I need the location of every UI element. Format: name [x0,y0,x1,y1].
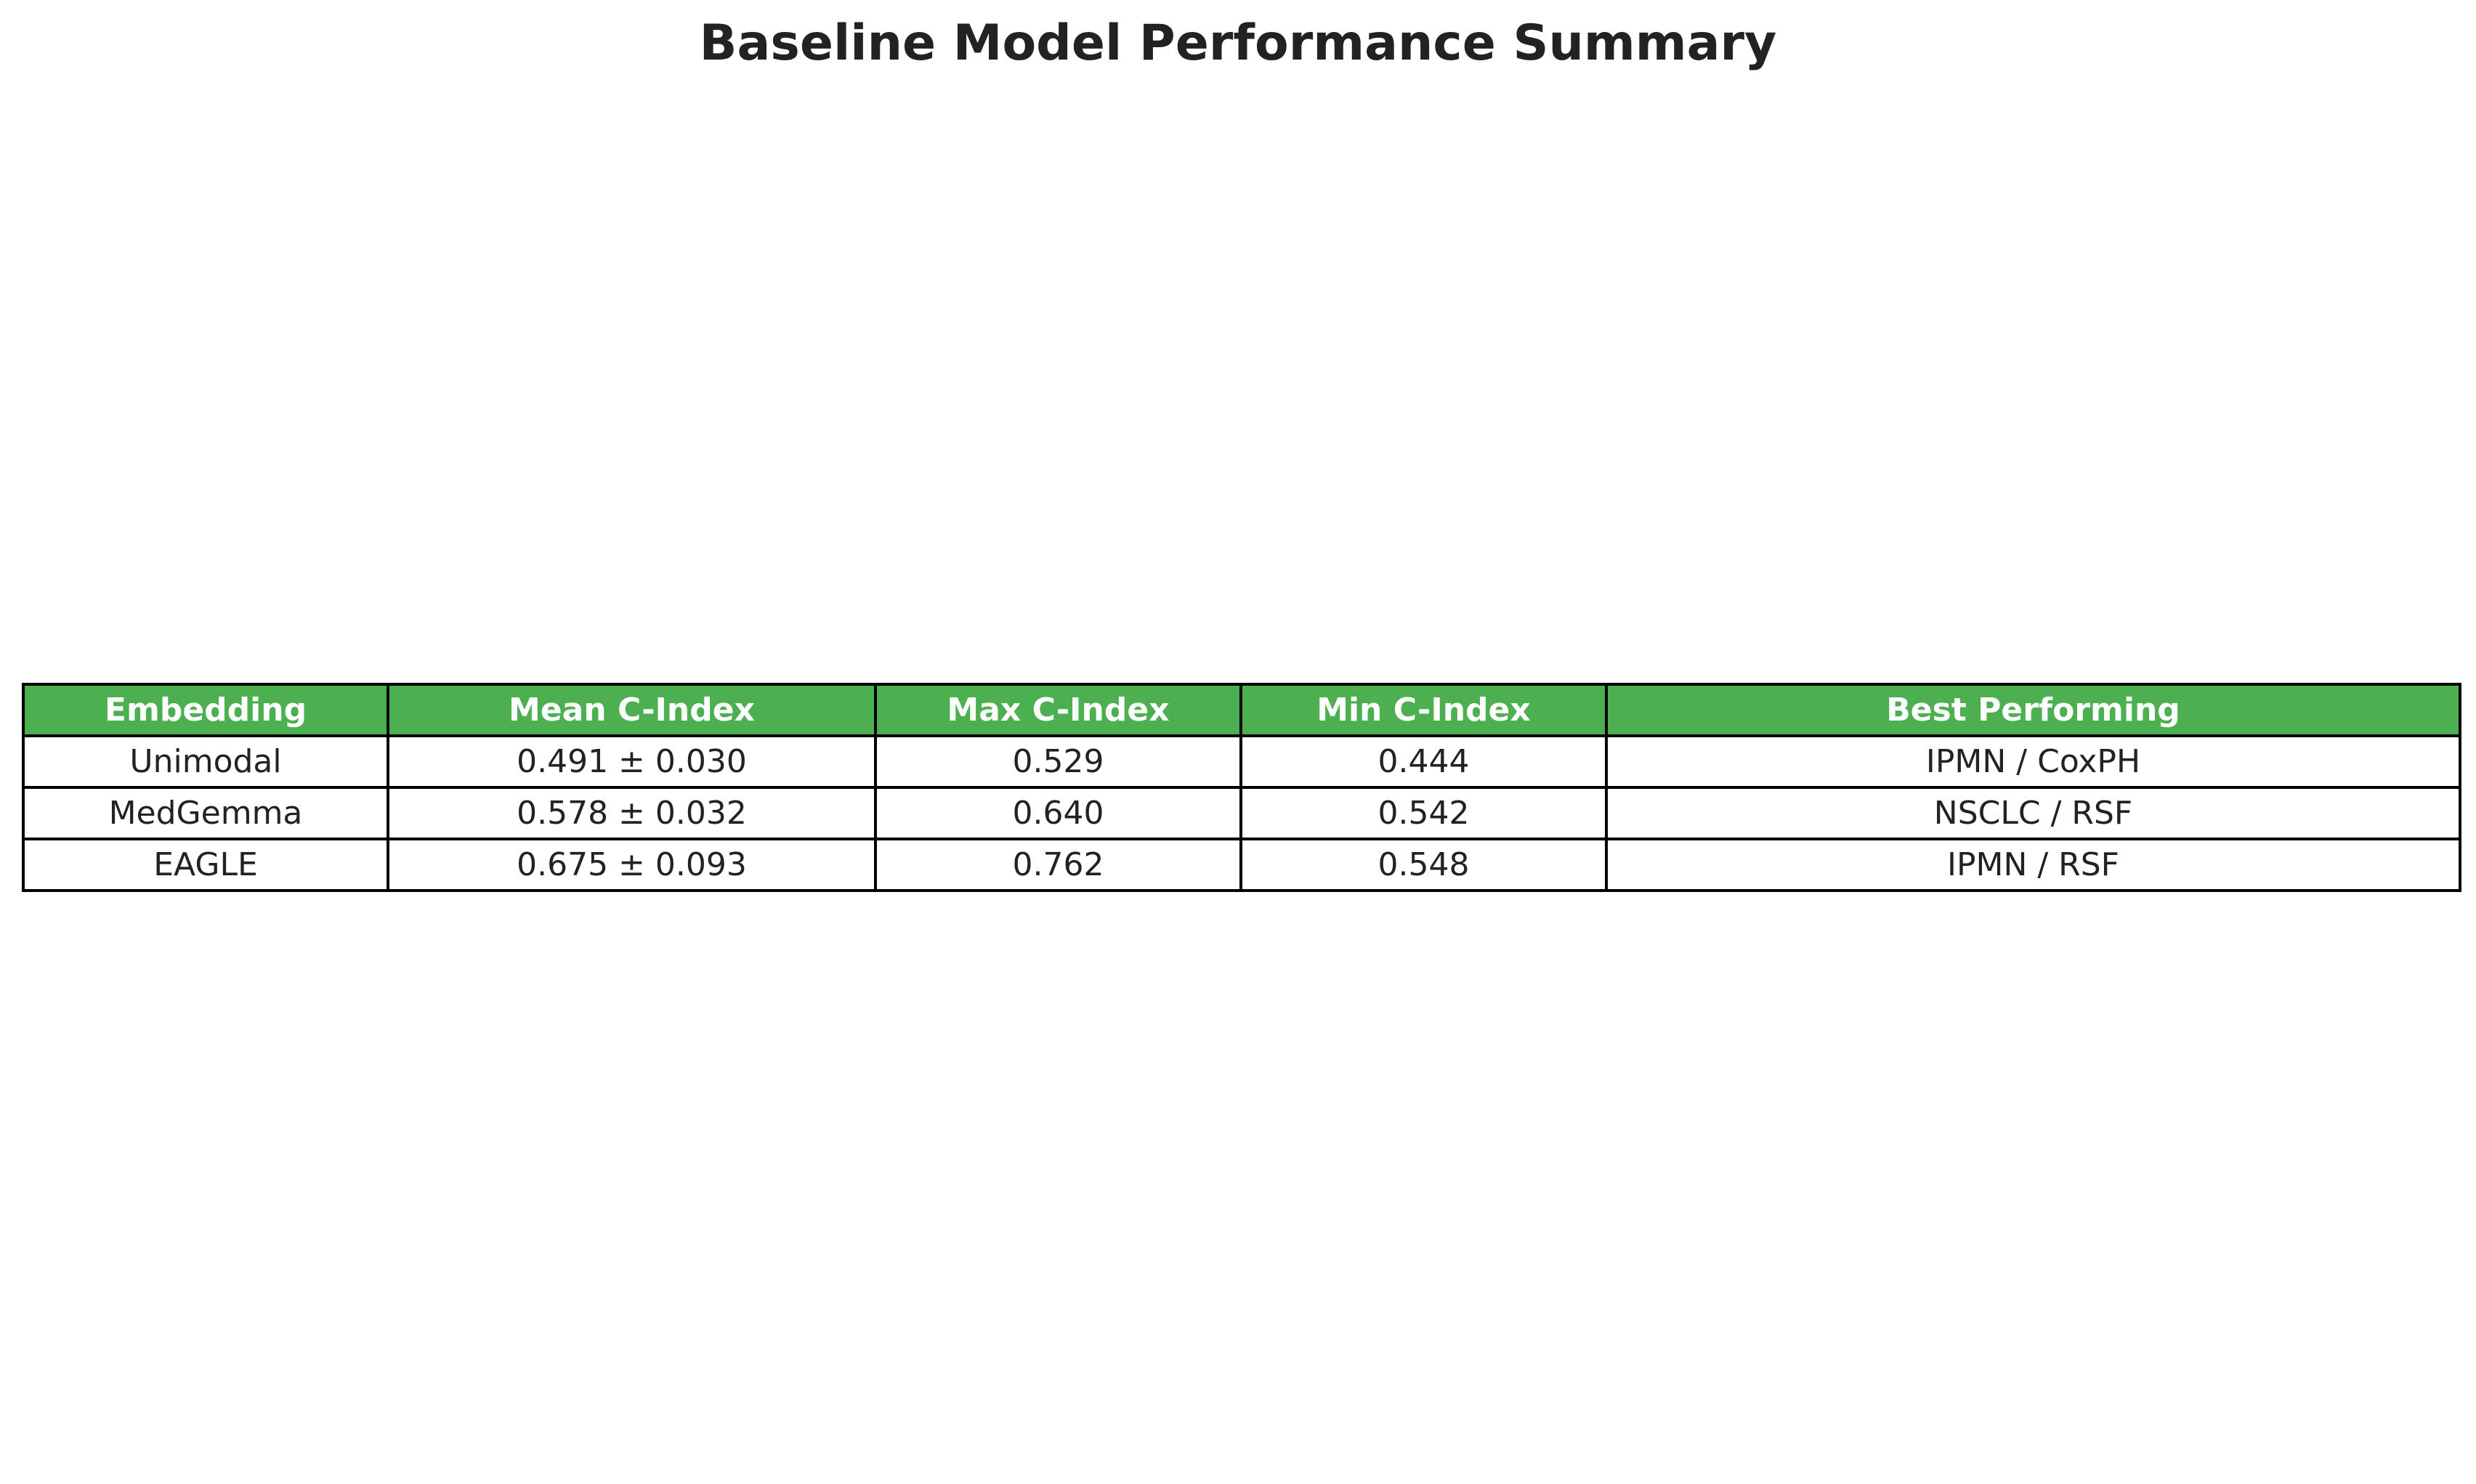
header-min-c-index: Min C-Index [1239,683,1608,737]
cell-embedding: EAGLE [22,838,389,892]
cell-mean-c-index: 0.491 ± 0.030 [387,734,877,789]
cell-best-performing: NSCLC / RSF [1605,786,2461,840]
cell-best-performing: IPMN / RSF [1605,838,2461,892]
cell-mean-c-index: 0.675 ± 0.093 [387,838,877,892]
cell-min-c-index: 0.444 [1239,734,1608,789]
cell-min-c-index: 0.542 [1239,786,1608,840]
cell-max-c-index: 0.762 [874,838,1242,892]
table-row: MedGemma 0.578 ± 0.032 0.640 0.542 NSCLC… [22,786,2461,840]
table-row: EAGLE 0.675 ± 0.093 0.762 0.548 IPMN / R… [22,838,2461,892]
header-embedding: Embedding [22,683,389,737]
cell-embedding: Unimodal [22,734,389,789]
table-header-row: Embedding Mean C-Index Max C-Index Min C… [22,683,2461,737]
cell-max-c-index: 0.529 [874,734,1242,789]
cell-mean-c-index: 0.578 ± 0.032 [387,786,877,840]
header-mean-c-index: Mean C-Index [387,683,877,737]
table-row: Unimodal 0.491 ± 0.030 0.529 0.444 IPMN … [22,734,2461,789]
cell-max-c-index: 0.640 [874,786,1242,840]
cell-min-c-index: 0.548 [1239,838,1608,892]
header-best-performing: Best Performing [1605,683,2461,737]
header-max-c-index: Max C-Index [874,683,1242,737]
performance-table: Embedding Mean C-Index Max C-Index Min C… [22,683,2461,892]
cell-embedding: MedGemma [22,786,389,840]
chart-title: Baseline Model Performance Summary [699,15,1777,72]
cell-best-performing: IPMN / CoxPH [1605,734,2461,789]
